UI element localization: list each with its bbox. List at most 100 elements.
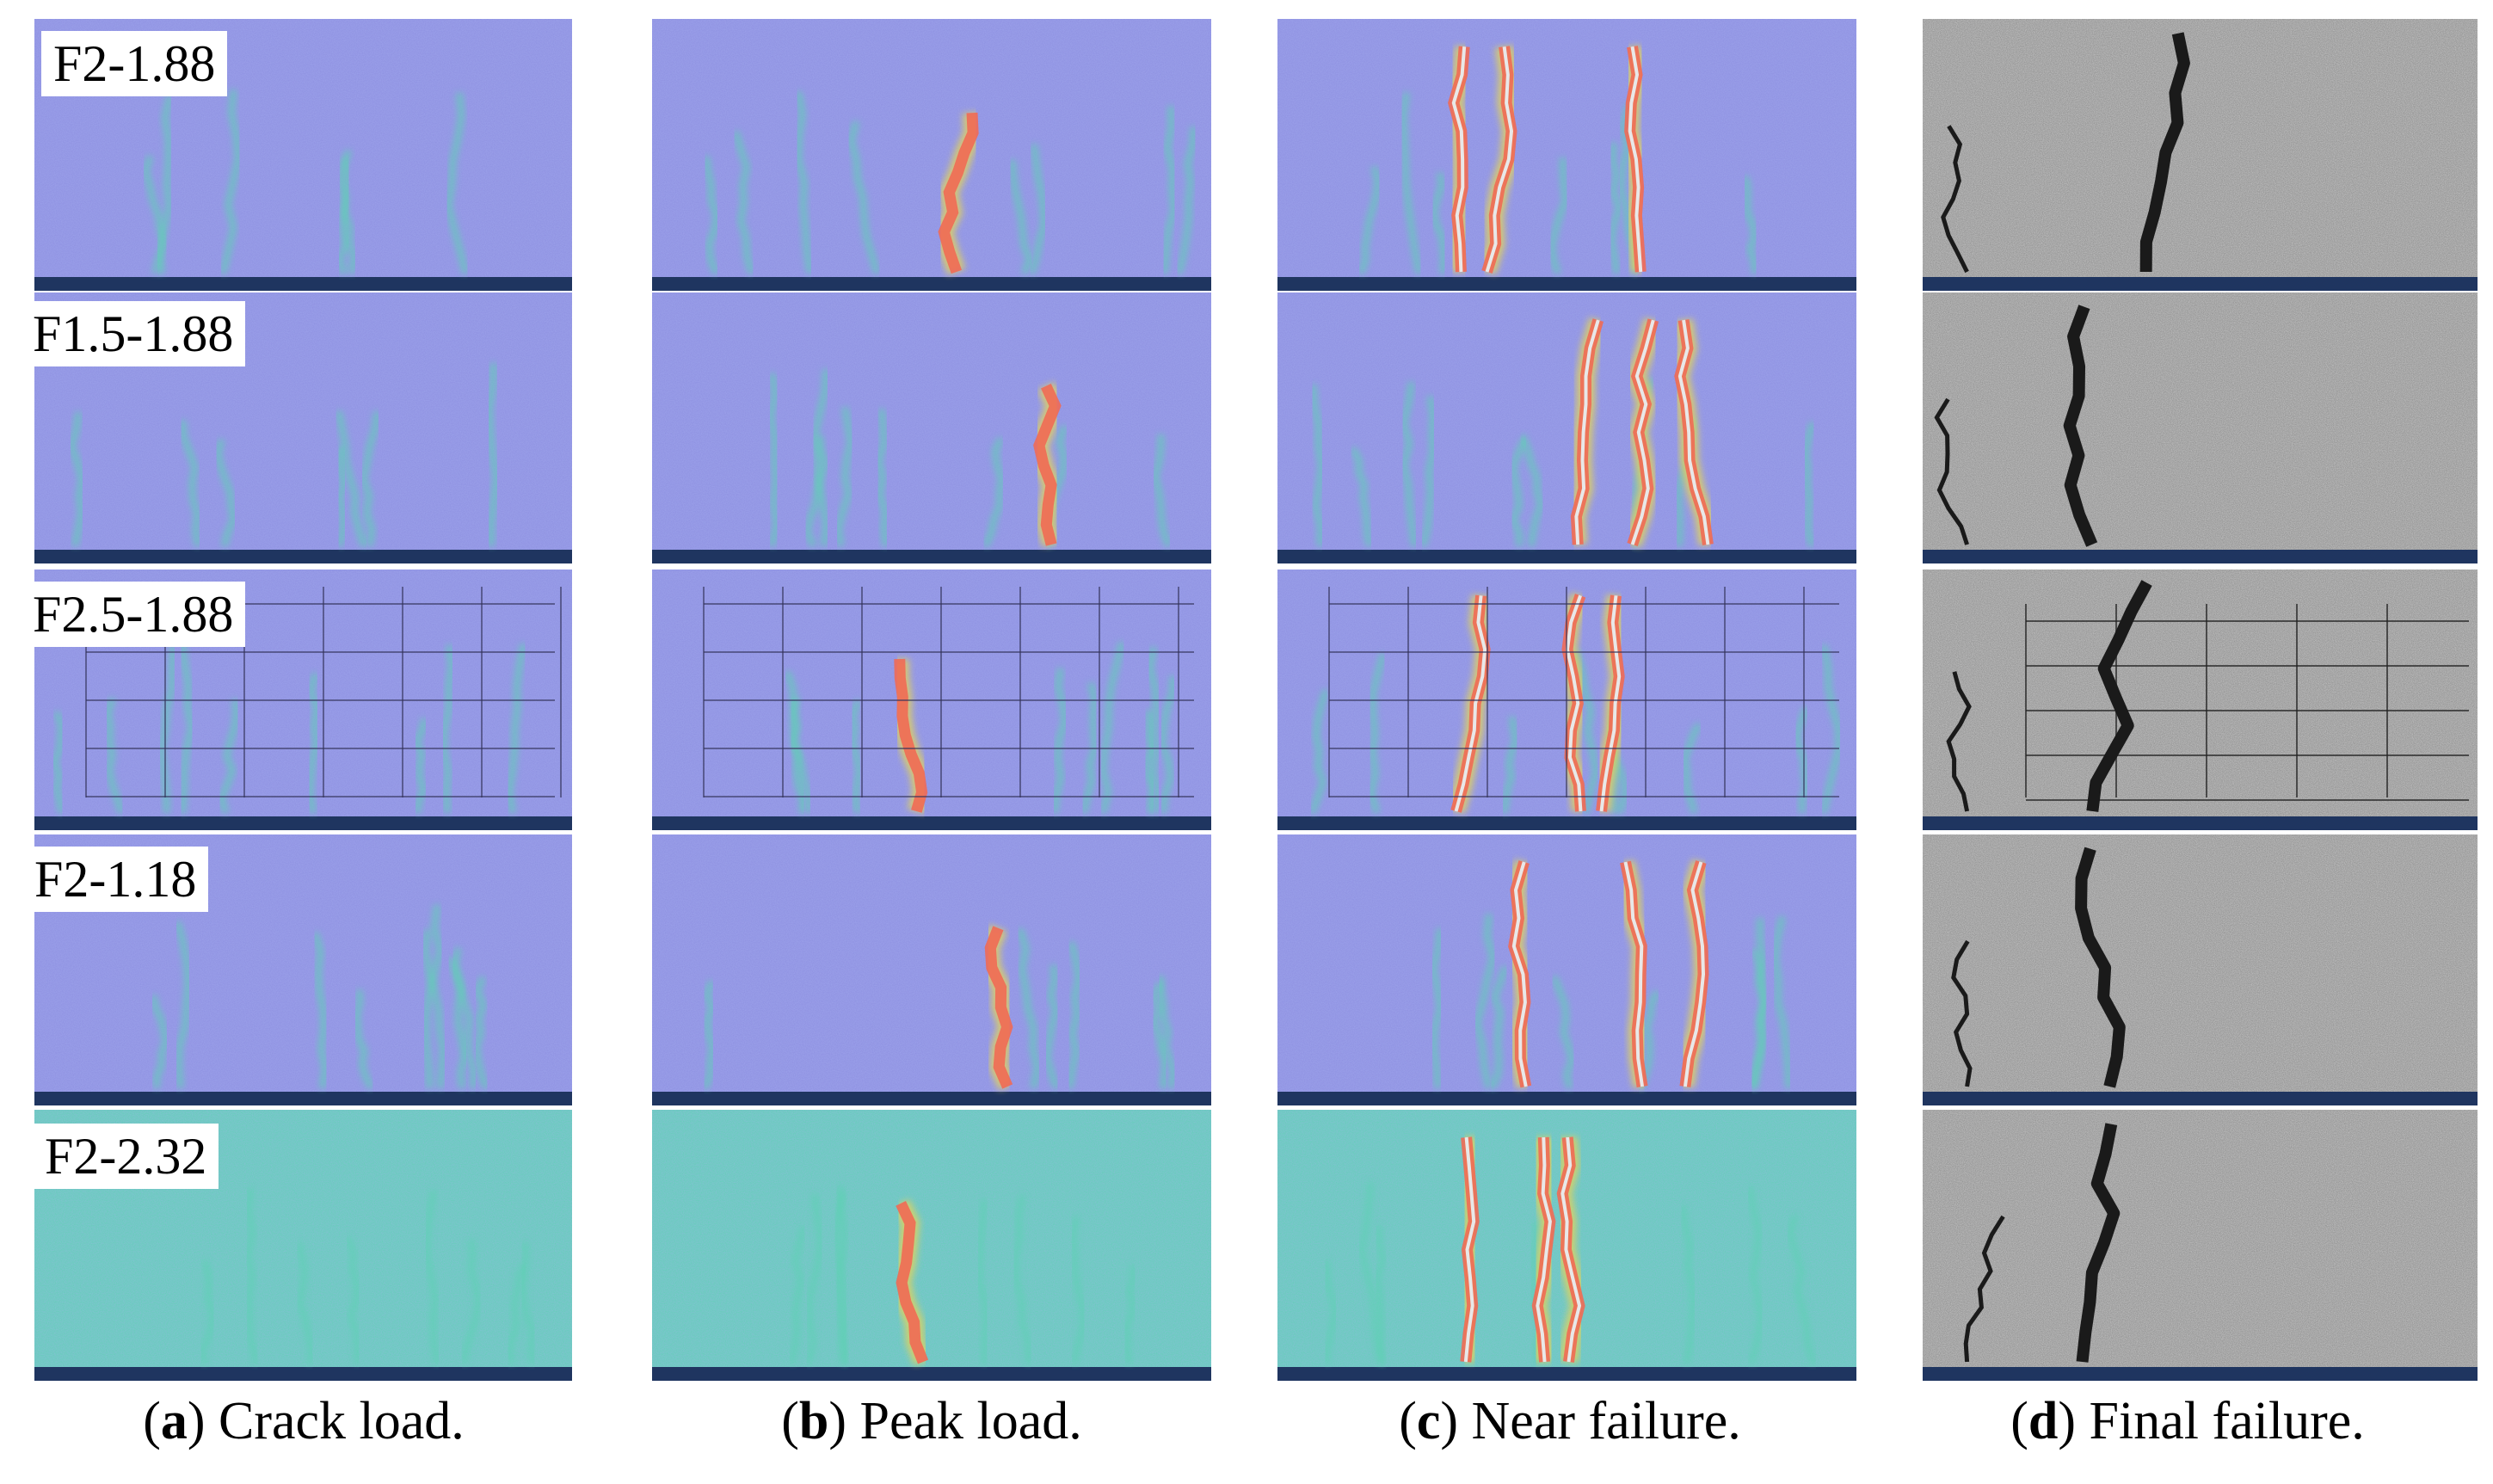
secondary-crack <box>1951 939 1973 1087</box>
open-crack <box>1511 861 1528 1087</box>
speckle-texture <box>1277 19 1856 277</box>
support-strip <box>1923 275 2478 291</box>
strain-band <box>1358 1181 1385 1364</box>
support-strip <box>34 1365 572 1381</box>
strain-band <box>788 1226 807 1364</box>
specimen-label: F2-1.88 <box>41 31 228 96</box>
panel-d-2 <box>1923 292 2478 563</box>
open-crack <box>1536 1136 1552 1363</box>
support-strip <box>1277 548 1856 563</box>
strain-band <box>179 641 194 814</box>
speckle-texture <box>1923 1110 2478 1367</box>
strain-band <box>849 699 863 814</box>
panel-b-3 <box>652 570 1211 830</box>
high-strain-crack <box>1033 384 1062 546</box>
strain-band <box>295 1241 315 1364</box>
panel-c-2 <box>1277 292 1856 563</box>
panel-b-2 <box>652 292 1211 563</box>
strain-band <box>446 92 469 274</box>
strain-band <box>1099 641 1125 814</box>
caption-a: (a) Crack load. <box>143 1392 465 1450</box>
secondary-crack <box>1963 1215 2005 1363</box>
support-strip <box>1923 548 2478 563</box>
strain-band <box>68 411 85 547</box>
strain-band <box>1310 385 1325 547</box>
support-strip <box>34 815 572 830</box>
support-strip <box>652 275 1211 291</box>
speckle-texture <box>652 292 1211 550</box>
strain-band <box>1551 975 1575 1089</box>
strain-band <box>1147 646 1161 814</box>
open-crack <box>1574 319 1600 545</box>
support-strip <box>1277 815 1856 830</box>
strain-band <box>335 446 348 547</box>
speckle-texture <box>652 834 1211 1092</box>
panel-a-1 <box>34 19 572 291</box>
specimen-label: F2-2.32 <box>33 1124 219 1189</box>
strain-band <box>1772 915 1792 1089</box>
high-strain-crack <box>896 1201 929 1364</box>
panel-d-5 <box>1923 1110 2478 1381</box>
strain-band <box>733 131 754 274</box>
caption-title: ) Peak load. <box>828 1392 1082 1450</box>
strain-band <box>335 410 367 547</box>
open-crack <box>1628 46 1643 273</box>
strain-band <box>312 932 329 1089</box>
panel-d-3 <box>1923 570 2478 830</box>
strain-band <box>338 149 357 274</box>
strain-band <box>440 644 455 814</box>
strain-band <box>1609 142 1623 274</box>
caption-c: (c) Near failure. <box>1399 1392 1741 1450</box>
strain-band <box>1159 675 1177 814</box>
strain-band <box>875 409 889 547</box>
panel-b-4 <box>652 834 1211 1105</box>
caption-letter: b <box>798 1392 829 1450</box>
strain-band <box>473 976 489 1090</box>
strain-band <box>785 670 811 814</box>
strain-band <box>452 947 477 1089</box>
strain-band <box>767 373 780 547</box>
open-crack <box>1485 46 1514 273</box>
open-crack <box>1463 1136 1476 1363</box>
speckle-texture <box>652 19 1211 277</box>
main-crack <box>2139 32 2190 273</box>
strain-band <box>1161 106 1177 274</box>
panel-c-5 <box>1277 1110 1856 1381</box>
strain-band <box>1682 723 1702 814</box>
panel-c-4 <box>1277 834 1856 1105</box>
strain-band <box>1357 165 1381 275</box>
support-strip <box>1277 1365 1856 1381</box>
support-strip <box>1923 1090 2478 1105</box>
strain-band <box>1009 159 1033 275</box>
open-crack <box>1677 319 1710 545</box>
strain-band <box>1067 941 1082 1089</box>
strain-band <box>1751 948 1769 1089</box>
strain-band <box>354 989 374 1090</box>
speckle-texture <box>652 1110 1211 1367</box>
open-crack <box>1630 319 1655 545</box>
open-crack <box>1565 594 1583 812</box>
strain-band <box>199 1259 216 1364</box>
strain-band <box>506 643 527 814</box>
strain-band <box>976 1199 989 1364</box>
strain-band <box>1029 144 1047 274</box>
strain-band <box>1157 976 1177 1089</box>
support-strip <box>1277 1090 1856 1105</box>
strain-band <box>1820 644 1842 814</box>
strain-band <box>1419 396 1437 547</box>
strain-band <box>218 699 240 815</box>
open-crack <box>1454 595 1487 812</box>
strain-band <box>1374 1225 1388 1364</box>
strain-band <box>219 89 242 274</box>
strain-band <box>702 980 716 1090</box>
strain-band <box>1017 927 1041 1089</box>
specimen-label: F1.5-1.88 <box>21 301 246 366</box>
open-crack <box>1560 1136 1582 1363</box>
speckle-texture <box>1923 834 2478 1092</box>
caption-title: ) Near failure. <box>1440 1392 1741 1450</box>
strain-band <box>1548 157 1569 275</box>
strain-band <box>833 1192 849 1364</box>
support-strip <box>1277 275 1856 291</box>
specimen-label: F2.5-1.88 <box>21 582 246 647</box>
strain-band <box>105 697 125 814</box>
